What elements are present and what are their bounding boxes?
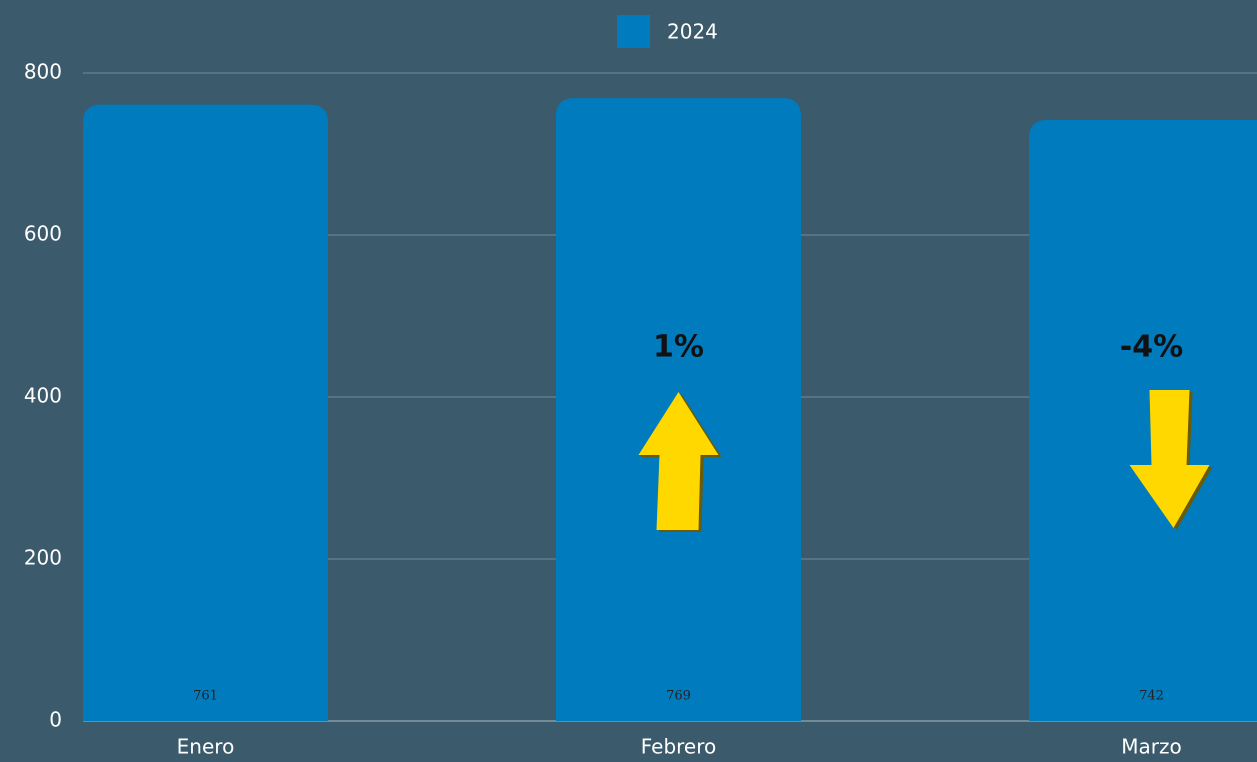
- x-tick-label: Marzo: [1121, 735, 1181, 759]
- annotation: 1%: [653, 330, 704, 365]
- y-tick-label: 800: [24, 60, 62, 84]
- x-tick-label: Febrero: [641, 735, 717, 759]
- value-label: 769: [666, 689, 691, 704]
- bar: [1029, 119, 1257, 721]
- y-tick-label: 200: [24, 546, 62, 570]
- value-label: 761: [193, 689, 218, 704]
- y-tick-label: 0: [49, 708, 62, 732]
- value-label: 742: [1139, 689, 1164, 704]
- legend-label: 2024: [667, 20, 718, 44]
- annotation: -4%: [1120, 330, 1183, 365]
- bar: [83, 104, 328, 722]
- arrow: [1129, 390, 1210, 528]
- x-tick-label: Enero: [177, 735, 235, 759]
- y-tick-label: 600: [24, 222, 62, 246]
- y-tick-label: 400: [24, 384, 62, 408]
- arrow: [638, 392, 719, 530]
- legend-swatch: [617, 15, 650, 48]
